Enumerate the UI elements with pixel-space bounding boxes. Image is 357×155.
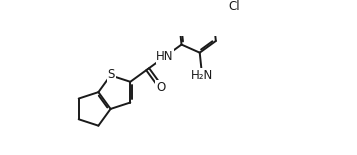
Text: Cl: Cl — [228, 0, 240, 13]
Text: HN: HN — [156, 50, 174, 63]
Text: S: S — [108, 68, 115, 81]
Text: H₂N: H₂N — [191, 69, 213, 82]
Text: O: O — [156, 81, 165, 93]
